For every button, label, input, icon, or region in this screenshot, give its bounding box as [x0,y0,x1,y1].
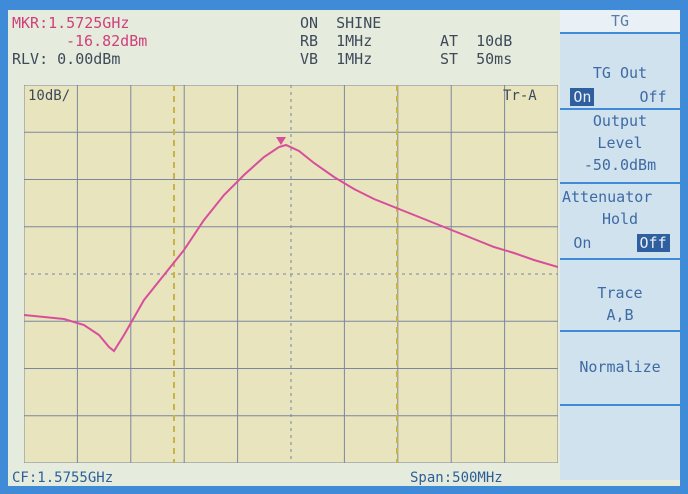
trace-label: Tr-A [503,88,537,104]
menu-divider [560,182,680,184]
rbw-label: RB 1MHz [300,32,373,50]
trace-a [24,143,558,353]
scale-label: 10dB/ [28,88,71,104]
trace-menu-value: A,B [606,306,634,324]
center-frequency: CF:1.5755GHz [12,470,114,486]
marker-frequency: MKR:1.5725GHz [12,14,130,32]
trace-menu-label: Trace [597,284,643,302]
menu-divider [560,404,680,406]
attenuator-on-option[interactable]: On [573,234,592,252]
tg-out-off-option[interactable]: Off [639,88,667,106]
trace-softkey[interactable]: Trace A,B [560,284,680,324]
menu-divider [560,108,680,110]
attenuator-label: Attenuator [562,188,653,206]
hold-label: Hold [601,210,639,228]
tg-out-label: TG Out [592,64,648,82]
vbw-label: VB 1MHz [300,50,373,68]
normalize-softkey[interactable]: Normalize [579,358,661,376]
marker-triangle [276,137,286,145]
menu-divider [560,330,680,332]
attenuator-toggle[interactable]: On Off [560,234,680,252]
output-value: -50.0dBm [583,156,657,174]
span-label: Span:500MHz [410,470,503,486]
output-level-softkey[interactable]: Output Level -50.0dBm [560,112,680,174]
sweep-time-label: ST 50ms [440,50,513,68]
level-label: Level [597,134,643,152]
attenuation-label: AT 10dB [440,32,513,50]
tg-out-on-option[interactable]: On [570,88,595,106]
reference-level: RLV: 0.00dBm [12,50,121,68]
output-label: Output [592,112,648,130]
spectrum-plot [24,85,558,463]
marker-level: -16.82dBm [66,32,148,50]
softkey-menu: TG TG Out On Off Output Level -50.0dBm A… [560,10,680,480]
tg-out-toggle[interactable]: On Off [560,88,680,106]
mode-label: ON SHINE [300,14,382,32]
menu-title: TG [560,10,680,34]
menu-divider [560,258,680,260]
attenuator-off-option[interactable]: Off [636,234,670,252]
